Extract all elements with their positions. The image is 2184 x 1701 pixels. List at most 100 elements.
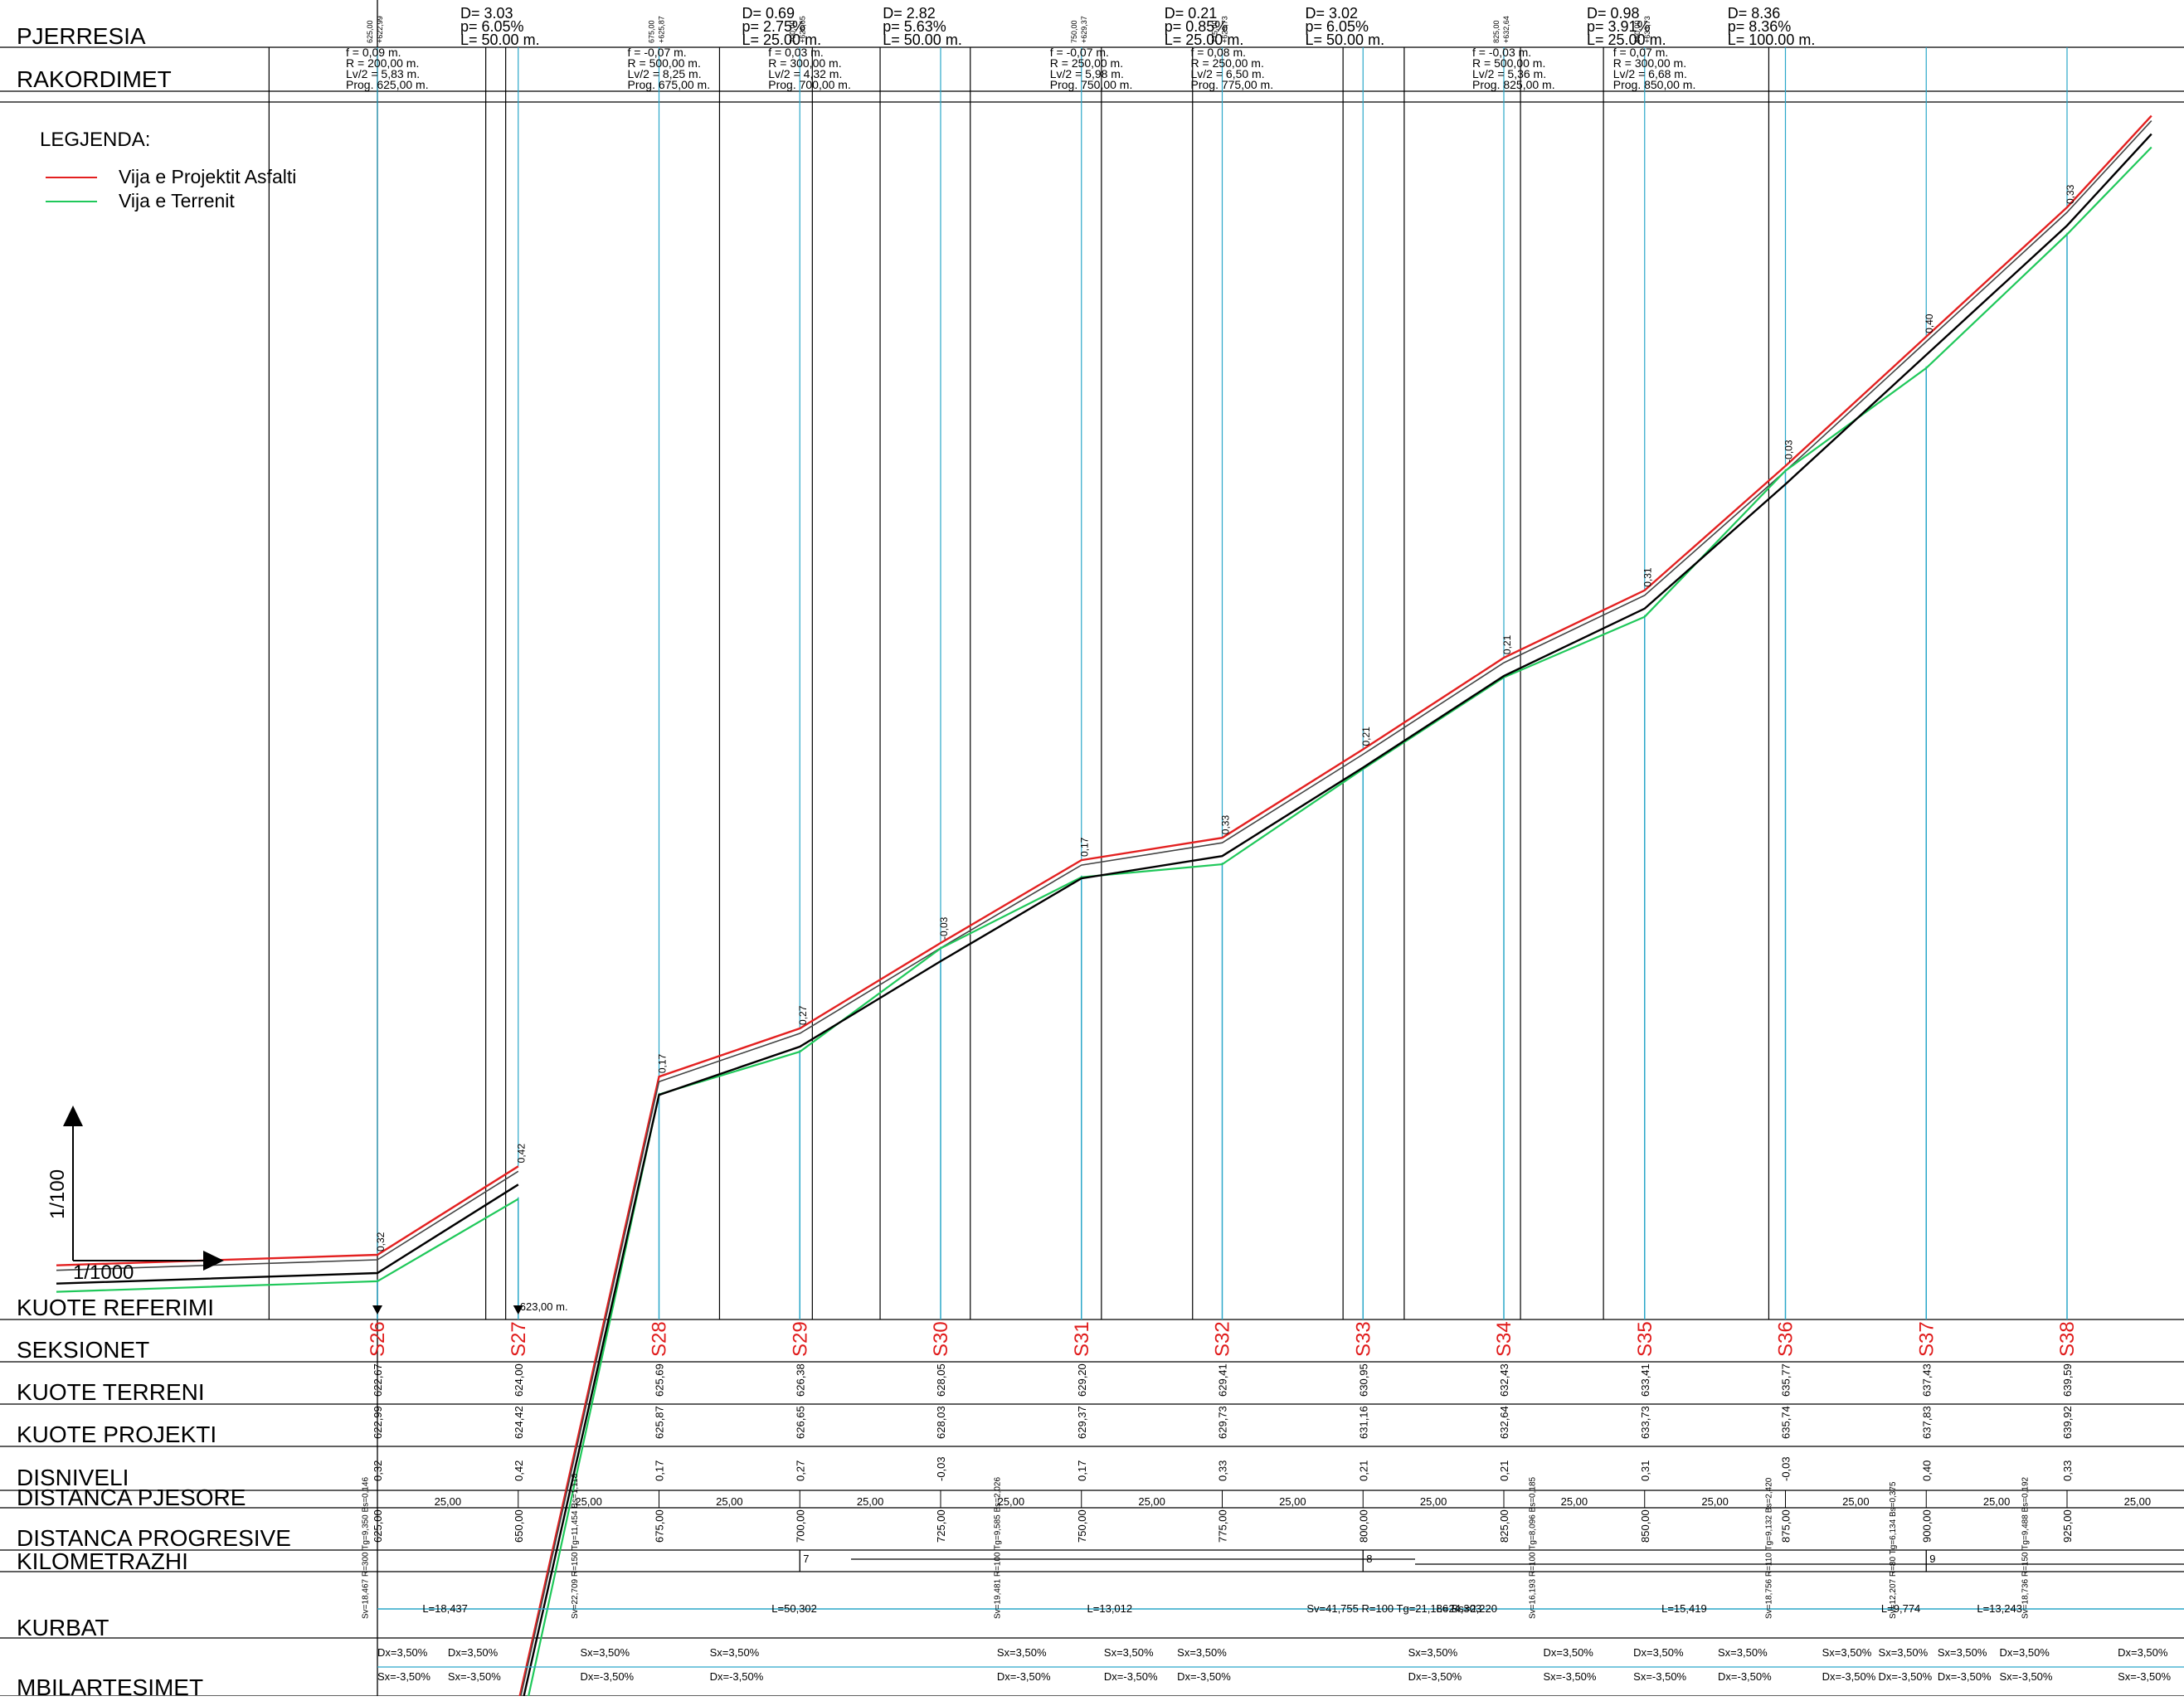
pvi-elevation-label: +632,64: [1502, 16, 1510, 43]
pvi-station-label: 625,00: [366, 20, 374, 43]
section-label: S38: [2056, 1321, 2079, 1357]
pvi-elevation-label: +629,37: [1080, 16, 1088, 43]
grade-d-label: D= 2.82: [883, 5, 936, 22]
progressive-distance-value: 925,00: [2061, 1509, 2074, 1543]
curve-length-label: L=9,774: [1881, 1602, 1920, 1615]
design-elevation-value: 622,99: [372, 1406, 384, 1439]
row-label-kurbat: KURBAT: [17, 1615, 109, 1640]
terrain-elevation-value: 632,43: [1498, 1363, 1510, 1397]
rak-f-label: f = -0,07 m.: [628, 46, 687, 59]
rak-f-label: f = 0,09 m.: [346, 46, 401, 59]
km-label: 7: [803, 1553, 809, 1565]
progressive-distance-value: 750,00: [1076, 1509, 1088, 1543]
section-label: S28: [649, 1321, 671, 1357]
pvi-station-label: 675,00: [648, 20, 656, 43]
section-label: S27: [508, 1321, 530, 1357]
row-label-mbilartesimet: MBILARTESIMET: [17, 1674, 204, 1700]
scale-arrow-right: [203, 1251, 224, 1271]
grade-p-label: p= 5.63%: [883, 18, 946, 35]
elevation-diff-value: -0,03: [935, 1456, 947, 1481]
grade-d-label: D= 0.98: [1587, 5, 1640, 22]
pvi-elevation-label: +625,87: [658, 16, 666, 43]
partial-distance-value: 25,00: [1983, 1495, 2011, 1508]
scale-horizontal: 1/1000: [73, 1261, 134, 1284]
partial-distance-value: 25,00: [1420, 1495, 1447, 1508]
rak-lv-label: Lv/2 = 4,32 m.: [768, 67, 842, 80]
legend-title: LEGJENDA:: [40, 129, 151, 151]
row-label-rakordimet: RAKORDIMET: [17, 66, 172, 92]
design-elevation-value: 635,74: [1780, 1406, 1792, 1439]
terrain-elevation-value: 633,41: [1639, 1363, 1651, 1397]
partial-distance-value: 25,00: [716, 1495, 743, 1508]
pvi-station-label: 750,00: [1070, 20, 1078, 43]
superelevation-bottom-label: Dx=-3,50%: [1938, 1670, 1992, 1683]
elevation-diff-value: 0,42: [513, 1460, 525, 1481]
superelevation-top-label: Sx=3,50%: [1938, 1646, 1987, 1659]
curve-params-label: Sv=18,467 R=300 Tg=9,350 Bs=0,146: [361, 1476, 370, 1619]
reference-elevation-label: 623,00 m.: [520, 1300, 568, 1313]
design-elevation-value: 637,83: [1920, 1406, 1933, 1439]
grade-l-label: L= 50.00 m.: [1306, 32, 1385, 48]
data-table: 623,00 m. S26 622,67 622,99 0,32 625,00 S27 624…: [63, 1106, 2184, 1683]
rak-lv-label: Lv/2 = 8,25 m.: [628, 67, 702, 80]
pvi-elevation-label: +629,73: [1221, 16, 1229, 43]
reference-arrow: [513, 1305, 523, 1315]
rak-lv-label: Lv/2 = 5,98 m.: [1050, 67, 1124, 80]
superelevation-bottom-label: Sx=-3,50%: [1544, 1670, 1597, 1683]
partial-distance-value: 25,00: [1138, 1495, 1165, 1508]
partial-distance-value: 25,00: [1701, 1495, 1729, 1508]
grade-d-label: D= 3.03: [460, 5, 513, 22]
superelevation-top-label: Dx=3,50%: [1633, 1646, 1684, 1659]
superelevation-bottom-label: Dx=-3,50%: [710, 1670, 764, 1683]
design-elevation-value: 626,65: [794, 1406, 806, 1439]
profile-dh-label: -0,03: [938, 916, 950, 940]
partial-distance-value: 25,00: [1561, 1495, 1588, 1508]
superelevation-bottom-label: Sx=-3,50%: [2000, 1670, 2053, 1683]
pvi-station-label: 825,00: [1492, 20, 1501, 43]
progressive-distance-value: 875,00: [1780, 1509, 1792, 1543]
row-label-kuote-projekti: KUOTE PROJEKTI: [17, 1422, 217, 1447]
section-label: S36: [1775, 1321, 1797, 1357]
design-elevation-value: 631,16: [1357, 1406, 1369, 1439]
legend-swatch-terrain: [46, 200, 97, 202]
rak-prog-label: Prog. 850,00 m.: [1613, 78, 1696, 91]
grade-d-label: D= 3.02: [1306, 5, 1359, 22]
curve-length-label: L=15,419: [1661, 1602, 1707, 1615]
progressive-distance-value: 625,00: [372, 1509, 384, 1543]
base-line: [523, 133, 2152, 1696]
subbase-line: [56, 1170, 519, 1271]
terrain-elevation-value: 629,41: [1217, 1363, 1229, 1397]
grade-d-label: D= 0.69: [742, 5, 795, 22]
superelevation-top-label: Sx=3,50%: [997, 1646, 1047, 1659]
profile-dh-label: 0,33: [1220, 815, 1232, 835]
profile-lines: 0,32 0,42 0,17 0,27 -0,03 0,17 0,33 0,21 0,21 0,3…: [56, 114, 2152, 1696]
design-elevation-value: 629,37: [1076, 1406, 1088, 1439]
rak-prog-label: Prog. 825,00 m.: [1472, 78, 1555, 91]
design-elevation-value: 629,73: [1217, 1406, 1229, 1439]
rak-lv-label: Lv/2 = 6,68 m.: [1613, 67, 1687, 80]
grade-p-label: p= 0.85%: [1165, 18, 1228, 35]
design-elevation-value: 633,73: [1639, 1406, 1651, 1439]
grade-d-label: D= 0.21: [1165, 5, 1218, 22]
superelevation-top-label: Sx=3,50%: [1408, 1646, 1458, 1659]
design-elevation-value: 628,03: [935, 1406, 947, 1439]
curve-params-label: Sv=18,756 R=110 Tg=9,132 Bs=2,420: [1765, 1477, 1774, 1619]
terrain-elevation-value: 639,59: [2061, 1363, 2074, 1397]
progressive-distance-value: 825,00: [1498, 1509, 1510, 1543]
rak-r-label: R = 300,00 m.: [768, 56, 841, 70]
profile-dh-label: 0,27: [797, 1005, 809, 1025]
progressive-distance-value: 900,00: [1920, 1509, 1933, 1543]
design-line: [518, 114, 2152, 1696]
superelevation-top-label: Sx=3,50%: [1822, 1646, 1872, 1659]
elevation-diff-value: 0,17: [1076, 1460, 1088, 1481]
rak-r-label: R = 500,00 m.: [1472, 56, 1545, 70]
pvi-elevation-label: +626,65: [798, 16, 806, 43]
scale-vertical: 1/100: [46, 1169, 69, 1219]
rak-f-label: f = -0,03 m.: [1472, 46, 1531, 59]
superelevation-top-label: Dx=3,50%: [2000, 1646, 2050, 1659]
elevation-diff-value: 0,33: [2061, 1460, 2074, 1481]
superelevation-top-label: Sx=3,50%: [580, 1646, 630, 1659]
curve-length-label: L=18,437: [422, 1602, 468, 1615]
